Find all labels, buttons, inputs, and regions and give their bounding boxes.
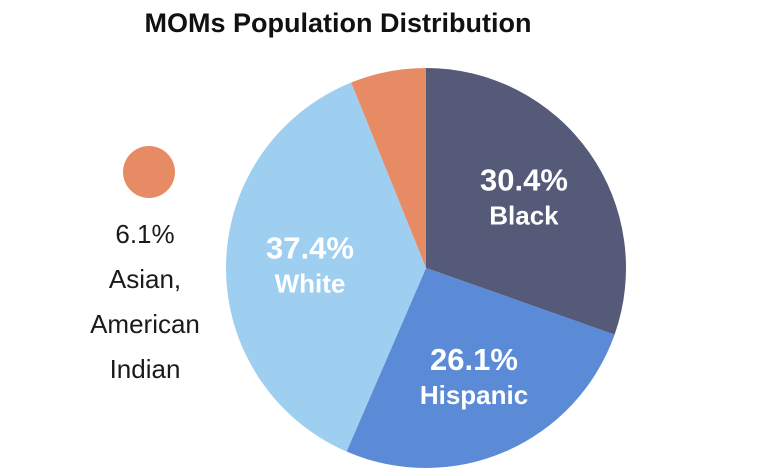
legend-label-line-3: Indian: [109, 354, 181, 384]
slice-category-label: Black: [489, 201, 559, 231]
legend-asian-american-indian: 6.1% Asian, American Indian: [70, 212, 220, 392]
slice-category-label: White: [275, 269, 346, 299]
pie-slice-white: [226, 82, 426, 452]
legend-label-line-1: Asian,: [108, 264, 182, 294]
chart-title: MOMs Population Distribution: [144, 8, 532, 38]
slice-value-label: 30.4%: [480, 163, 568, 198]
slice-value-label: 26.1%: [430, 342, 518, 377]
pie-slice-black: [426, 68, 626, 335]
legend-value-label: 6.1%: [115, 219, 175, 249]
pie-slice-asian-american-indian: [351, 68, 426, 268]
slice-category-label: Hispanic: [420, 380, 528, 410]
pie-slice-hispanic: [346, 268, 615, 468]
slice-value-label: 37.4%: [266, 231, 354, 266]
legend-marker-asian-american-indian: [123, 146, 175, 198]
legend-label-line-2: American: [90, 309, 200, 339]
